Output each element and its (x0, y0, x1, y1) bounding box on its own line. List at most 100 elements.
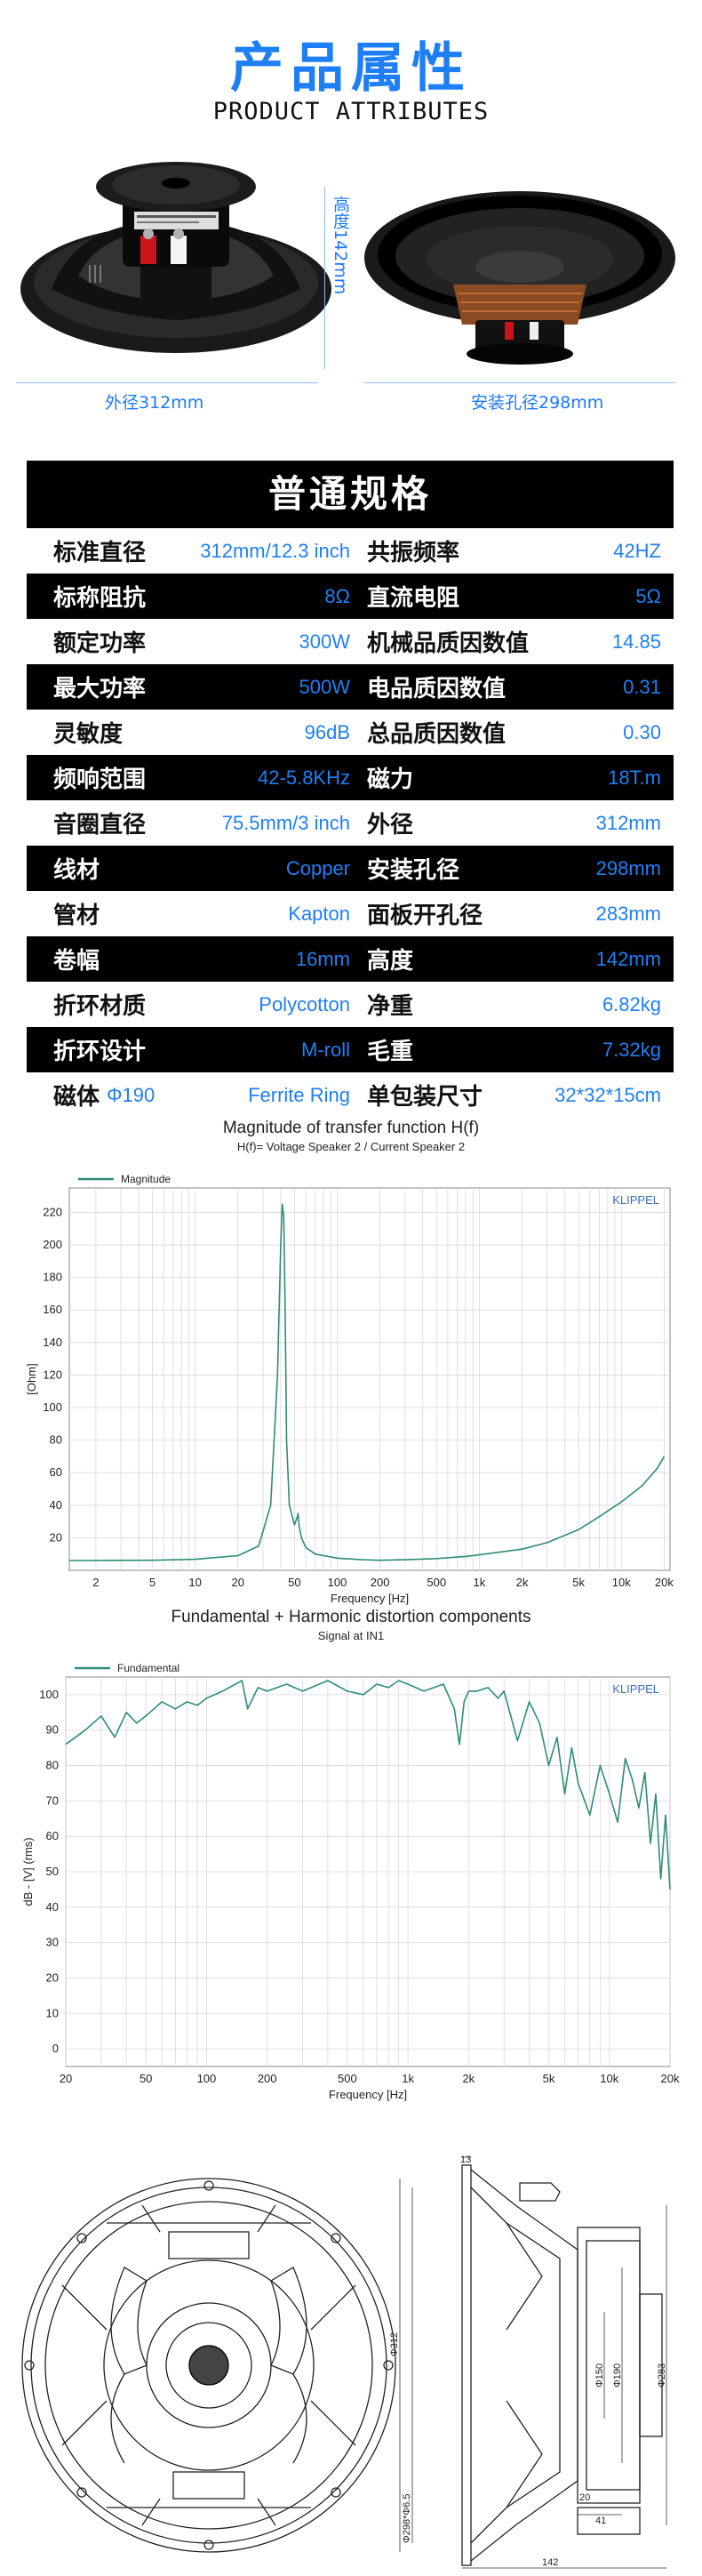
y-tick-label: 40 (46, 1900, 59, 1914)
impedance-chart-subtitle: H(f)= Voltage Speaker 2 / Current Speake… (236, 1140, 466, 1153)
spec-row: 磁体 Φ190 Ferrite Ring 单包装尺寸 32*32*15cm (27, 1072, 674, 1118)
spec-value: 75.5mm/3 inch (221, 811, 350, 834)
x-tick-label: 10k (612, 1576, 631, 1589)
spec-row: 音圈直径 75.5mm/3 inch 外径 312mm (27, 800, 674, 846)
y-tick-label: 220 (43, 1205, 62, 1218)
spec-label: 高度 (367, 948, 414, 975)
x-tick-label: 200 (371, 1576, 390, 1589)
x-tick-label: 20 (232, 1576, 244, 1589)
spec-label: 标称阻抗 (53, 585, 147, 612)
impedance-chart-title: Magnitude of transfer function H(f) (222, 1119, 480, 1137)
spec-label: 折环材质 (53, 993, 147, 1020)
x-tick-label: 100 (328, 1576, 347, 1589)
spec-value: Φ190 (107, 1083, 156, 1106)
spec-label: 外径 (367, 812, 414, 839)
speaker-back-photo (20, 162, 331, 353)
spec-row: 卷幅 16mm 高度 142mm (27, 936, 674, 982)
x-tick-label: 50 (288, 1576, 300, 1589)
technical-drawing: Φ312 Φ298*Φ6.5 13 Φ150 Φ190 Φ283 20 41 1… (21, 2155, 667, 2569)
legend-label: Fundamental (117, 1662, 179, 1674)
x-axis-label: Frequency [Hz] (331, 1592, 409, 1605)
y-tick-label: 50 (46, 1865, 59, 1878)
spec-row: 管材 Kapton 面板开孔径 283mm (27, 891, 674, 936)
plot-area (68, 1187, 671, 1571)
mount-hole-label: 安装孔径298mm (471, 393, 604, 413)
spec-label: 电品质因数值 (367, 676, 507, 702)
spec-label: 磁力 (367, 766, 414, 793)
front-view-dimensions (399, 2179, 413, 2552)
spec-label: 磁体 (53, 1084, 100, 1111)
y-tick-label: 0 (52, 2042, 59, 2055)
spec-label: 直流电阻 (367, 585, 460, 612)
x-tick-label: 5k (572, 1576, 585, 1589)
spec-label: 音圈直径 (53, 812, 147, 839)
spec-value: 142mm (595, 947, 661, 970)
y-tick-label: 80 (46, 1759, 59, 1772)
x-tick-label: 5 (149, 1576, 156, 1589)
dim-20: 20 (579, 2492, 590, 2503)
outer-diameter-label: 外径312mm (105, 393, 204, 413)
spec-value: 32*32*15cm (554, 1083, 661, 1106)
spec-label: 总品质因数值 (367, 721, 507, 748)
dim-150: Φ150 (594, 2363, 605, 2387)
klippel-brand: KLIPPEL (612, 1193, 659, 1207)
spec-label: 折环设计 (53, 1039, 147, 1065)
x-tick-label: 2 (92, 1576, 99, 1589)
spec-value: 312mm/12.3 inch (200, 539, 350, 562)
y-tick-label: 10 (46, 2006, 59, 2019)
x-tick-label: 2k (516, 1576, 529, 1589)
y-tick-label: 100 (39, 1688, 59, 1701)
spec-row: 频响范围 42-5.8KHz 磁力 18T.m (27, 755, 674, 800)
spec-value: Ferrite Ring (248, 1083, 350, 1106)
x-tick-label: 1k (474, 1576, 486, 1589)
spec-value: 312mm (595, 811, 661, 834)
klippel-brand: KLIPPEL (612, 1682, 659, 1696)
spec-value: 6.82kg (602, 992, 661, 1015)
spec-label: 标准直径 (53, 540, 147, 566)
spec-label: 卷幅 (53, 948, 100, 975)
y-tick-label: 60 (50, 1465, 62, 1479)
spec-label: 安装孔径 (367, 857, 460, 884)
spec-label: 单包装尺寸 (367, 1084, 483, 1111)
spec-label: 灵敏度 (53, 721, 124, 748)
mount-holes (24, 2180, 394, 2550)
x-tick-label: 50 (140, 2072, 152, 2085)
y-axis-label: dB - [V] (rms) (21, 1837, 35, 1906)
spec-label: 毛重 (367, 1039, 414, 1065)
impedance-chart: Magnitude of transfer function H(f) H(f)… (12, 1119, 690, 1608)
x-tick-label: 20 (60, 2072, 72, 2085)
spec-value: 0.31 (623, 675, 661, 698)
x-tick-label: 2k (462, 2072, 475, 2085)
spec-value: 42HZ (613, 539, 661, 562)
spec-table: 标准直径 312mm/12.3 inch 共振频率 42HZ 标称阻抗 8Ω 直流电阻 5Ω 额… (27, 528, 674, 1118)
y-tick-label: 160 (43, 1303, 62, 1316)
spec-value: 42-5.8KHz (258, 766, 350, 789)
dim-283: Φ283 (657, 2363, 667, 2387)
dim-142: 142 (542, 2557, 558, 2568)
spec-label: 面板开孔径 (367, 903, 483, 929)
x-tick-label: 20k (661, 2072, 680, 2085)
mount-hole-line (364, 382, 675, 383)
y-tick-label: 60 (46, 1829, 59, 1842)
series-line (68, 1203, 666, 1561)
x-tick-label: 100 (197, 2072, 217, 2085)
spec-value: Copper (285, 856, 350, 879)
dim-298: Φ298*Φ6.5 (402, 2494, 412, 2543)
spec-value: M-roll (301, 1038, 350, 1061)
speaker-front-photo (364, 191, 675, 365)
x-axis-label: Frequency [Hz] (329, 2088, 407, 2101)
spec-value: 283mm (595, 902, 661, 925)
x-tick-label: 10k (600, 2072, 618, 2085)
legend-label: Magnitude (121, 1173, 171, 1185)
spec-value: 18T.m (608, 766, 661, 789)
y-tick-label: 80 (50, 1433, 62, 1447)
y-tick-label: 20 (46, 1970, 59, 1984)
x-tick-label: 5k (543, 2072, 555, 2085)
spec-label: 净重 (367, 993, 414, 1020)
distortion-chart-subtitle: Signal at IN1 (317, 1629, 385, 1642)
page-title: 产品属性 (230, 37, 472, 100)
x-tick-label: 500 (427, 1576, 446, 1589)
spec-row: 标称阻抗 8Ω 直流电阻 5Ω (27, 574, 674, 619)
spec-row: 灵敏度 96dB 总品质因数值 0.30 (27, 710, 674, 755)
height-label: 高度142mm (331, 196, 350, 295)
